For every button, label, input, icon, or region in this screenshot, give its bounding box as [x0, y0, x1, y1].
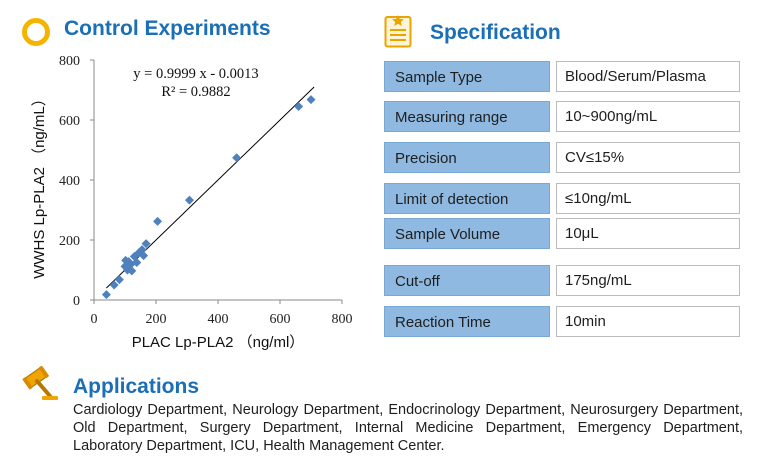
x-tick-label: 200: [146, 312, 167, 327]
spec-row-cut-off: Cut-off 175ng/mL: [384, 265, 740, 296]
spec-value: Blood/Serum/Plasma: [556, 61, 740, 92]
ring-icon: [22, 18, 50, 46]
control-title: Control Experiments: [64, 17, 271, 40]
y-axis-title: WWHS Lp-PLA2 （ng/mL）: [31, 91, 48, 279]
data-point: [294, 102, 304, 111]
spec-value: ≤10ng/mL: [556, 183, 740, 214]
gavel-icon: [20, 365, 60, 402]
y-tick-label: 0: [73, 294, 80, 309]
chart-plot-area: 0 200 400 600 800 0 200 400 600 800 y = 0.9999 x -…: [31, 54, 353, 351]
spec-row-precision: Precision CV≤15%: [384, 142, 740, 173]
x-tick-label: 800: [332, 312, 353, 327]
data-point: [139, 251, 149, 261]
trendline: [106, 86, 315, 289]
data-point: [114, 275, 124, 285]
spec-value: 10μL: [556, 218, 740, 249]
spec-row-measuring-range: Measuring range 10~900ng/mL: [384, 101, 740, 132]
y-tick-label: 400: [59, 174, 80, 189]
spec-value: 10~900ng/mL: [556, 101, 740, 132]
scatter-chart: 0 200 400 600 800 0 200 400 600 800 y = 0.9999 x -…: [31, 54, 353, 351]
x-tick-label: 600: [270, 312, 291, 327]
spec-label: Cut-off: [384, 265, 550, 296]
x-tick-label: 0: [91, 312, 98, 327]
spec-label: Precision: [384, 142, 550, 173]
spec-row-sample-volume: Sample Volume 10μL: [384, 218, 740, 249]
data-point: [127, 266, 137, 276]
apps-title: Applications: [73, 375, 200, 398]
x-axis-title: PLAC Lp-PLA2 （ng/ml）: [132, 334, 305, 351]
data-point: [184, 195, 194, 205]
data-point: [101, 290, 111, 300]
spec-row-reaction-time: Reaction Time 10min: [384, 306, 740, 337]
data-point: [141, 239, 151, 249]
x-tick-label: 400: [208, 312, 229, 327]
spec-label: Sample Type: [384, 61, 550, 92]
data-point: [153, 216, 163, 226]
spec-row-limit-of-detection: Limit of detection ≤10ng/mL: [384, 183, 740, 214]
spec-label: Limit of detection: [384, 183, 550, 214]
r-squared-label: R² = 0.9882: [161, 84, 230, 100]
apps-description: Cardiology Department, Neurology Departm…: [73, 402, 743, 454]
data-point: [306, 95, 316, 105]
spec-title: Specification: [430, 21, 561, 44]
spec-label: Reaction Time: [384, 306, 550, 337]
data-point: [109, 280, 119, 290]
spec-label: Sample Volume: [384, 218, 550, 249]
spec-value: 175ng/mL: [556, 265, 740, 296]
clipboard-icon: [384, 14, 412, 48]
y-tick-label: 200: [59, 234, 80, 249]
spec-value: CV≤15%: [556, 142, 740, 173]
equation-label: y = 0.9999 x - 0.0013: [133, 66, 258, 82]
spec-label: Measuring range: [384, 101, 550, 132]
data-point: [132, 258, 142, 267]
y-tick-label: 800: [59, 54, 80, 69]
data-point: [232, 153, 242, 163]
data-point: [121, 255, 131, 265]
spec-row-sample-type: Sample Type Blood/Serum/Plasma: [384, 61, 740, 92]
y-tick-label: 600: [59, 114, 80, 129]
spec-value: 10min: [556, 306, 740, 337]
